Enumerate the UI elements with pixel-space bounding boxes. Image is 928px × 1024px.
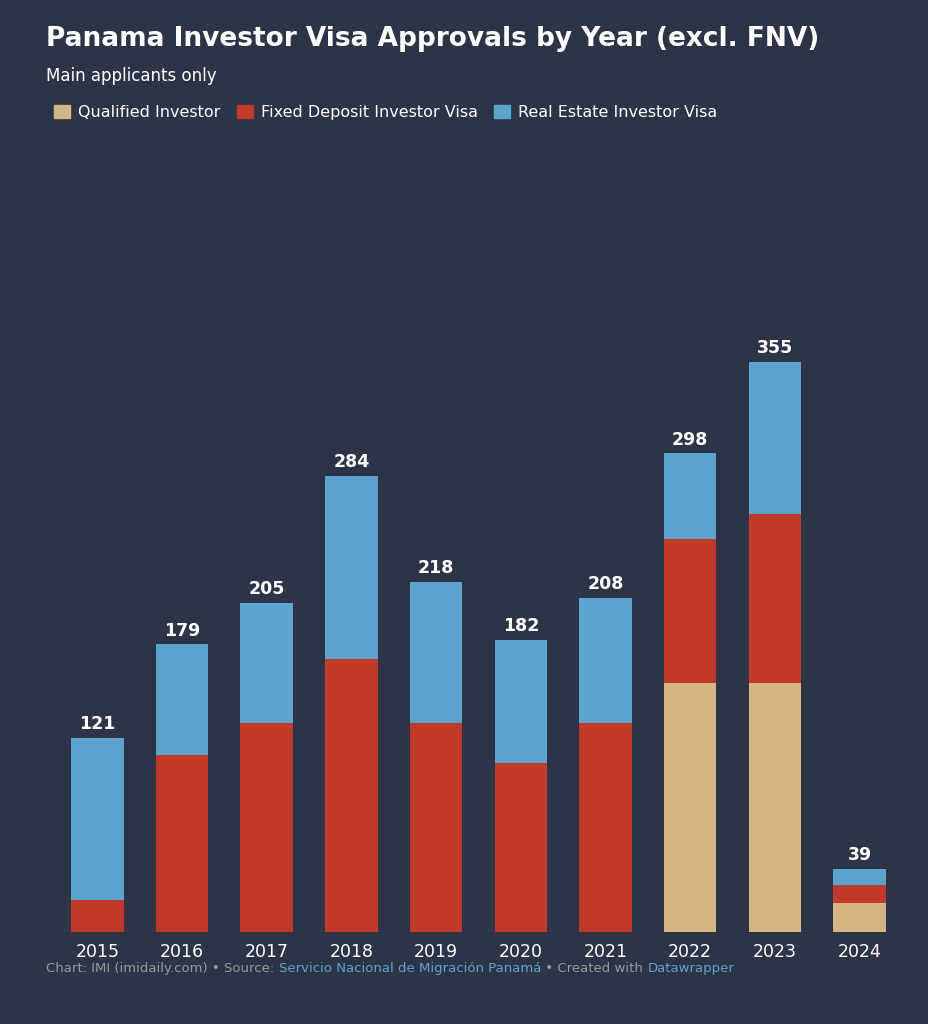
Text: Datawrapper: Datawrapper: [647, 962, 733, 975]
Bar: [409, 723, 462, 932]
Bar: [409, 582, 462, 723]
Text: 218: 218: [418, 559, 454, 578]
Legend: Qualified Investor, Fixed Deposit Investor Visa, Real Estate Investor Visa: Qualified Investor, Fixed Deposit Invest…: [55, 105, 716, 120]
Text: 298: 298: [671, 431, 708, 449]
Bar: [494, 640, 547, 763]
Text: 179: 179: [163, 622, 200, 640]
Bar: [494, 763, 547, 932]
Bar: [579, 723, 631, 932]
Bar: [156, 644, 208, 756]
Bar: [748, 514, 800, 683]
Bar: [664, 539, 715, 683]
Bar: [325, 658, 377, 932]
Bar: [748, 683, 800, 932]
Text: Chart: IMI (imidaily.com) • Source:: Chart: IMI (imidaily.com) • Source:: [46, 962, 278, 975]
Text: 39: 39: [846, 847, 870, 864]
Text: 355: 355: [756, 339, 793, 357]
Bar: [832, 903, 885, 932]
Text: Main applicants only: Main applicants only: [46, 67, 217, 85]
Bar: [240, 603, 292, 723]
Text: 205: 205: [248, 580, 285, 598]
Bar: [832, 886, 885, 903]
Bar: [71, 900, 123, 932]
Text: Servicio Nacional de Migración Panamá: Servicio Nacional de Migración Panamá: [278, 962, 541, 975]
Bar: [71, 737, 123, 900]
Bar: [156, 756, 208, 932]
Text: Panama Investor Visa Approvals by Year (excl. FNV): Panama Investor Visa Approvals by Year (…: [46, 26, 818, 51]
Bar: [664, 683, 715, 932]
Bar: [832, 869, 885, 886]
Text: 121: 121: [79, 715, 115, 733]
Text: 208: 208: [586, 575, 623, 593]
Bar: [240, 723, 292, 932]
Bar: [579, 598, 631, 723]
Text: • Created with: • Created with: [541, 962, 647, 975]
Bar: [664, 454, 715, 539]
Bar: [325, 476, 377, 658]
Text: 284: 284: [333, 454, 369, 471]
Text: 182: 182: [502, 616, 538, 635]
Bar: [748, 361, 800, 514]
